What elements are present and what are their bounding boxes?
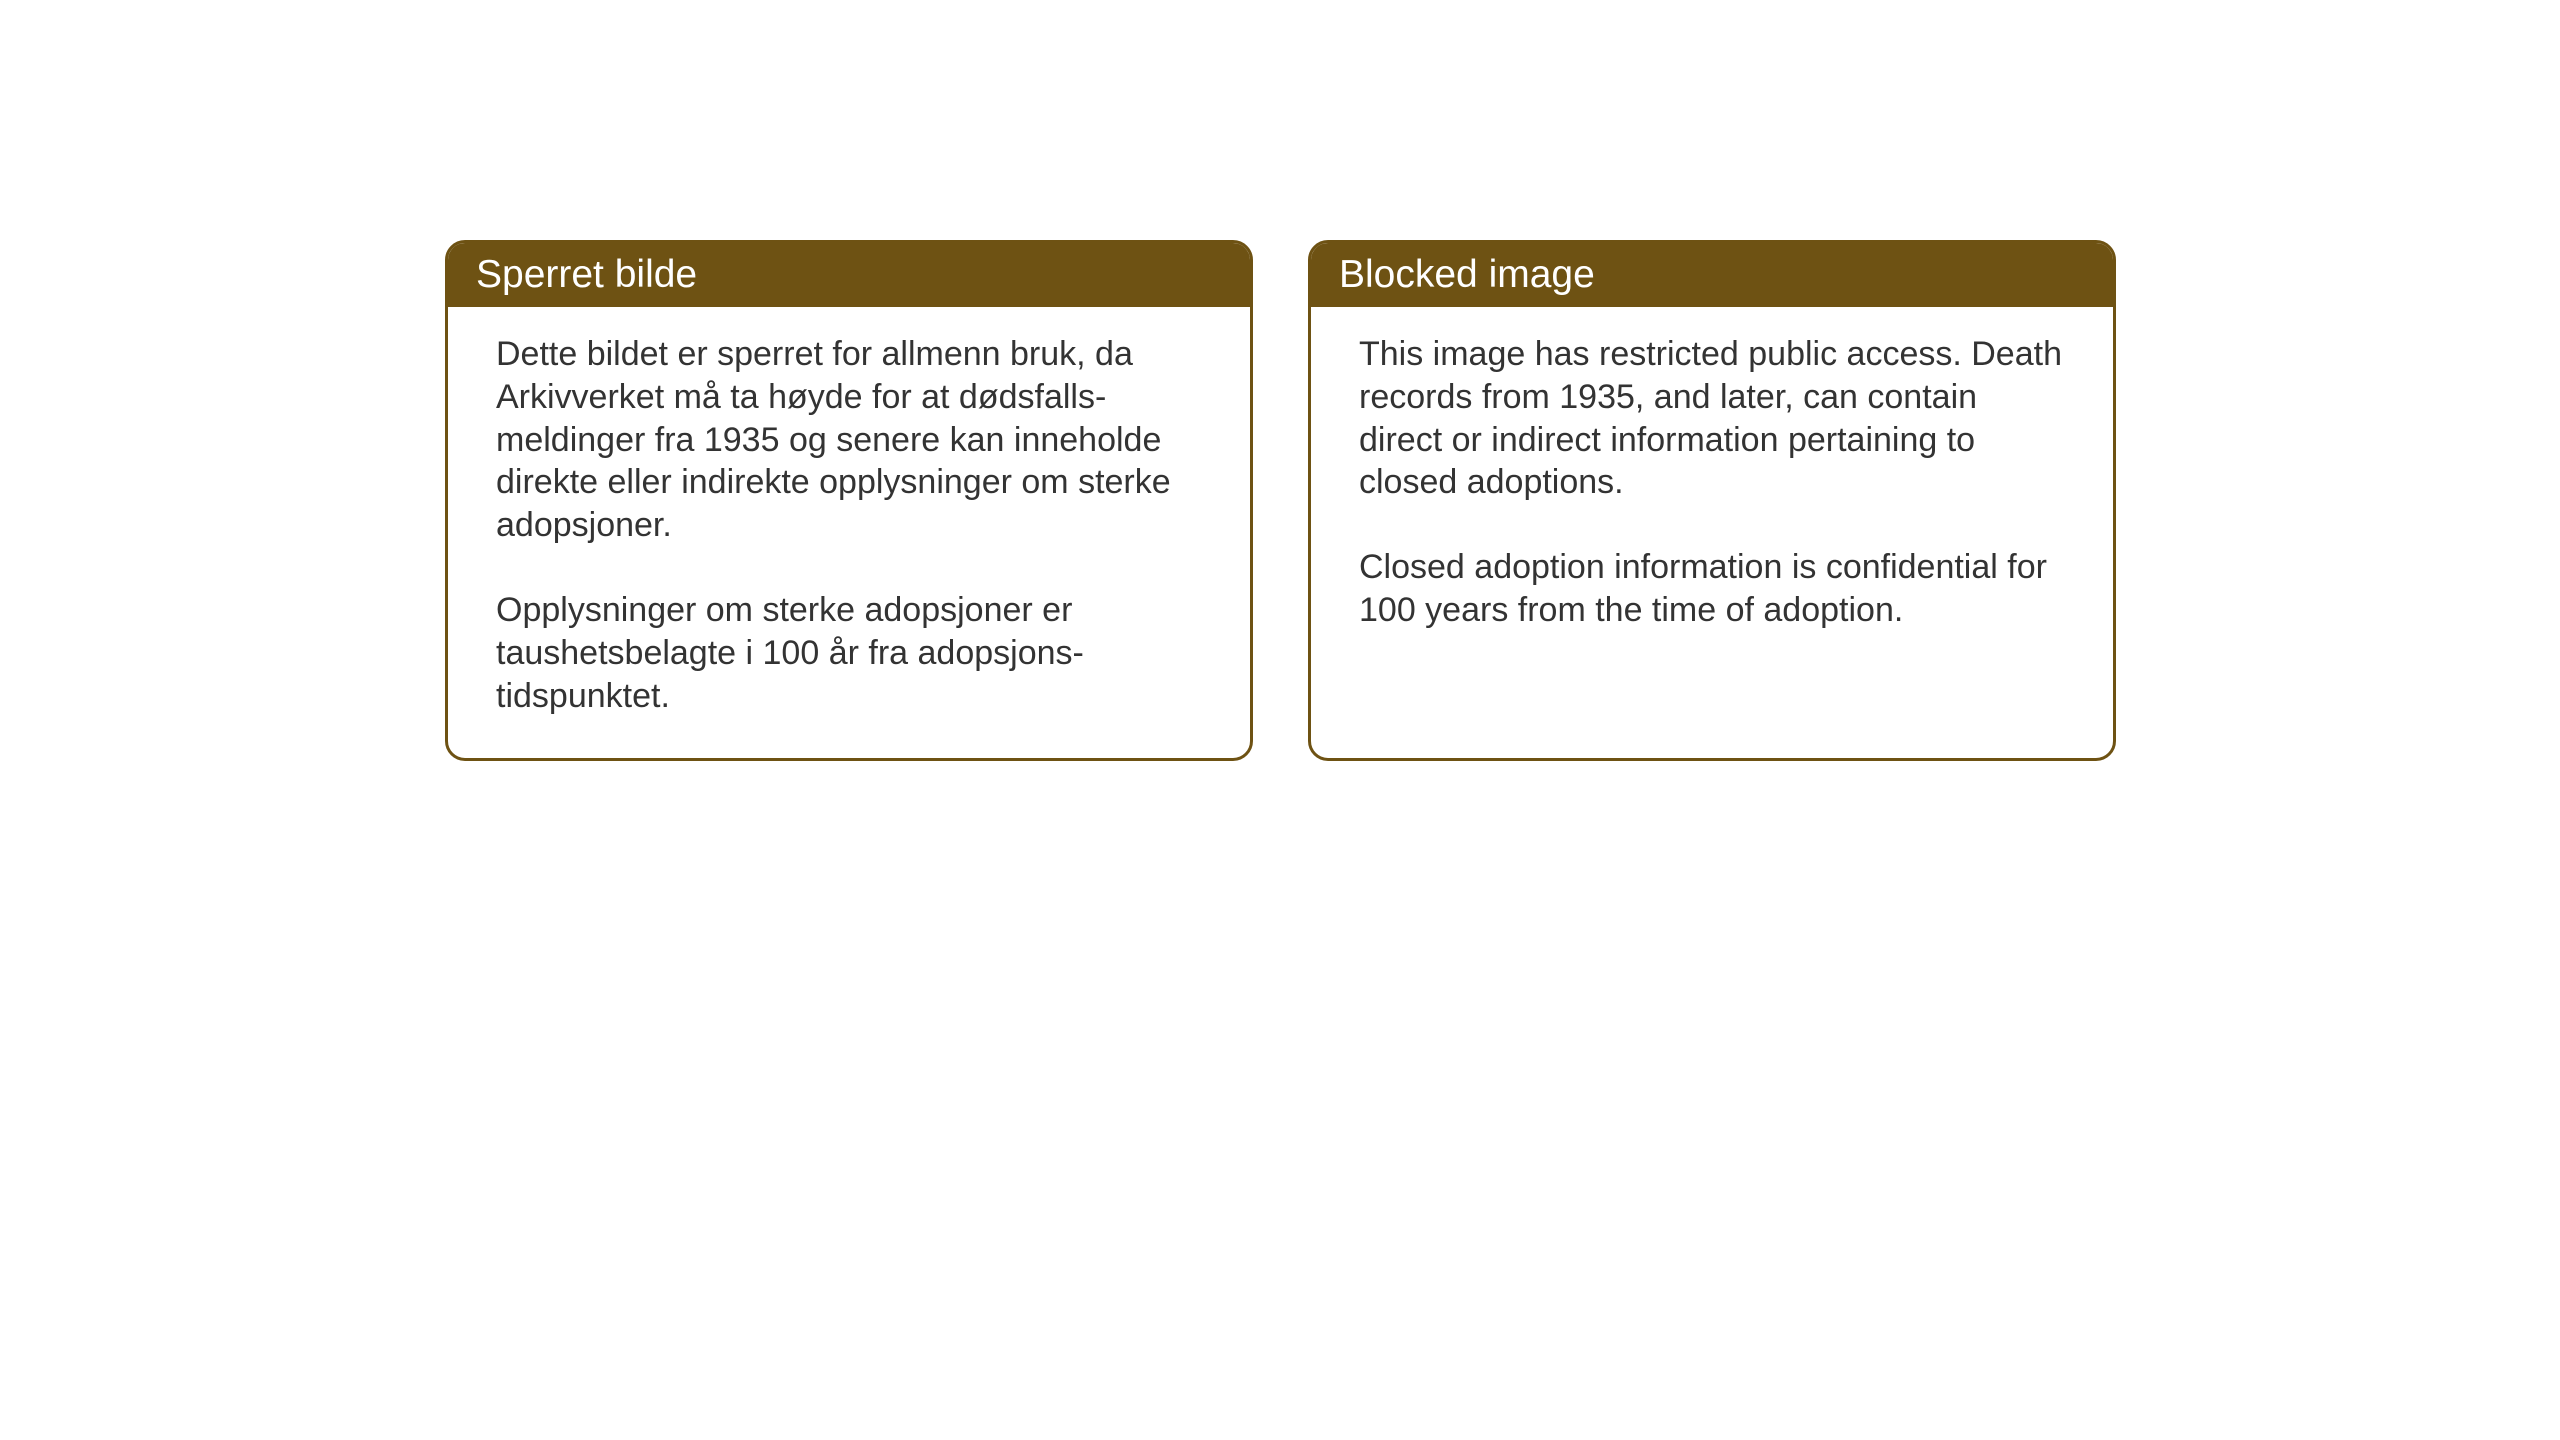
card-english-paragraph2: Closed adoption information is confident… [1359,546,2065,632]
card-english-header: Blocked image [1311,243,2113,307]
card-english-body: This image has restricted public access.… [1311,307,2113,727]
card-english-title: Blocked image [1339,253,1595,296]
card-english: Blocked image This image has restricted … [1308,240,2116,761]
card-norwegian-body: Dette bildet er sperret for allmenn bruk… [448,307,1250,758]
card-english-paragraph1: This image has restricted public access.… [1359,333,2065,504]
card-norwegian-header: Sperret bilde [448,243,1250,307]
card-norwegian: Sperret bilde Dette bildet er sperret fo… [445,240,1253,761]
card-norwegian-paragraph2: Opplysninger om sterke adopsjoner er tau… [496,589,1202,717]
card-norwegian-paragraph1: Dette bildet er sperret for allmenn bruk… [496,333,1202,547]
cards-container: Sperret bilde Dette bildet er sperret fo… [0,0,2560,761]
card-norwegian-title: Sperret bilde [476,253,697,296]
